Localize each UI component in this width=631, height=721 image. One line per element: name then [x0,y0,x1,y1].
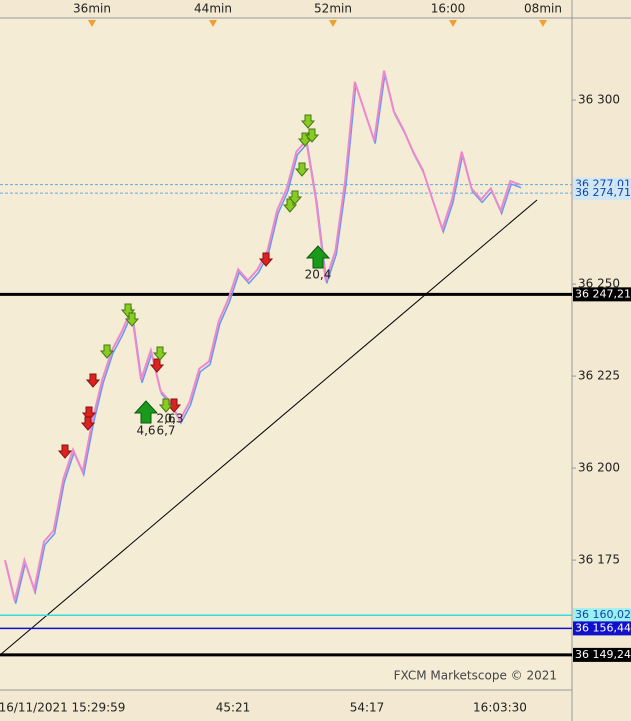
plot-area [0,18,572,690]
bottom-axis-label: 45:21 [216,701,251,715]
level-label: 36 156,44 [575,621,631,634]
level-label-box [573,621,631,636]
top-axis-label: 52min [314,2,352,16]
sell-arrow [300,114,316,129]
top-axis-label: 44min [194,2,232,16]
bottom-axis-label: 54:17 [350,701,385,715]
bottom-axis-label: 16/11/2021 15:29:59 [0,701,125,715]
top-axis-label: 36min [73,2,111,16]
top-tick-markers [88,20,547,27]
sell-arrow [80,416,96,431]
level-label-box [573,186,631,201]
trade-label: 6,7 [156,424,175,438]
trade-label: 2,6 [156,412,175,426]
y-tick-label: 36 300 [578,93,620,107]
sell-arrow [287,190,303,205]
y-tick-label: 36 225 [578,369,620,383]
sell-arrow [158,398,174,413]
y-tick-label: 36 250 [578,277,620,291]
sell-arrow [304,128,320,143]
buy-arrow [305,245,331,269]
top-axis-label: 08min [524,2,562,16]
sell-arrow [81,406,97,421]
sell-arrow [258,252,274,267]
trade-arrows [57,114,331,459]
y-tick-label: 36 200 [578,461,620,475]
sell-arrow [149,358,165,373]
level-label: 36 274,71 [575,186,631,199]
level-label: 36 160,02 [575,608,631,621]
tick-marker [539,20,547,27]
top-axis-label: 16:00 [431,2,466,16]
sell-arrow [85,373,101,388]
y-tick-label: 36 175 [578,553,620,567]
tick-marker [209,20,217,27]
level-label-box [573,647,631,662]
trade-label: 20,4 [305,268,332,282]
sell-arrow [124,312,140,327]
sell-arrow [57,444,73,459]
level-label-box [573,608,631,623]
level-label: 36 247,21 [575,287,631,300]
bottom-axis-label: 16:03:30 [473,701,527,715]
trend-line [0,199,538,656]
tick-marker [329,20,337,27]
sell-arrow [120,303,136,318]
sell-arrow [294,162,310,177]
trade-label: 0,3 [164,412,183,426]
tick-marker [88,20,96,27]
sell-arrow [99,344,115,359]
tick-marker [449,20,457,27]
sell-arrow [152,346,168,361]
watermark: FXCM Marketscope © 2021 [394,669,557,683]
level-label: 36 149,24 [575,648,631,661]
buy-arrow [133,400,159,424]
level-label-box [573,287,631,302]
trade-label: 4,6 [136,424,155,438]
